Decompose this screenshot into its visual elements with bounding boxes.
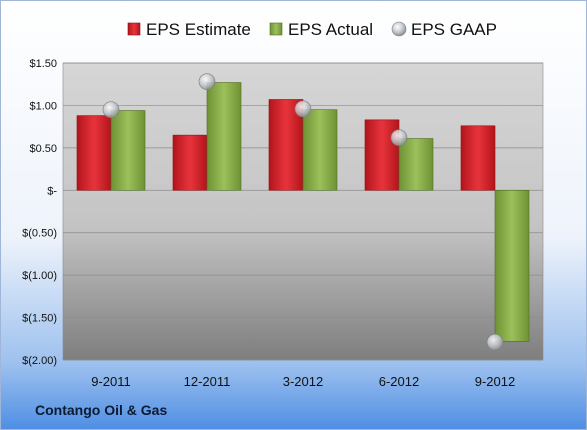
legend: EPS Estimate EPS Actual EPS GAAP	[127, 20, 497, 39]
marker-eps-gaap	[294, 100, 312, 118]
bar-eps-actual	[302, 109, 338, 191]
gridlines	[63, 62, 543, 361]
y-tick-label: $1.00	[29, 100, 57, 112]
marker-eps-gaap	[102, 101, 120, 118]
bar-eps-actual	[206, 82, 242, 191]
x-tick-label: 12-2011	[184, 374, 231, 389]
y-tick-label: $(1.00)	[22, 270, 57, 282]
legend-label: EPS GAAP	[411, 20, 497, 39]
y-tick-label: $(1.50)	[22, 313, 57, 325]
bar-eps-estimate	[268, 99, 304, 191]
bars	[76, 82, 530, 342]
bar-eps-actual	[494, 189, 530, 342]
bar-eps-estimate	[172, 134, 208, 191]
legend-swatch	[391, 21, 407, 37]
bar-eps-actual	[398, 138, 434, 191]
marker-eps-gaap	[198, 73, 216, 90]
gaap-markers	[102, 73, 504, 351]
bar-eps-estimate	[460, 125, 496, 191]
bar-eps-actual	[110, 110, 146, 191]
marker-eps-gaap	[486, 333, 504, 351]
legend-label: EPS Actual	[288, 20, 373, 39]
marker-eps-gaap	[390, 129, 408, 146]
legend-swatch	[127, 22, 141, 36]
x-tick-label: 6-2012	[379, 374, 419, 389]
y-tick-label: $(0.50)	[22, 228, 57, 240]
x-tick-label: 9-2012	[475, 374, 515, 389]
legend-label: EPS Estimate	[146, 20, 251, 39]
y-tick-label: $0.50	[29, 143, 57, 155]
bar-eps-estimate	[364, 119, 400, 191]
company-label: Contango Oil & Gas	[35, 402, 168, 418]
y-tick-label: $-	[47, 185, 57, 197]
x-axis: 9-2011 12-2011 3-2012 6-2012 9-2012	[91, 374, 515, 389]
y-tick-label: $(2.00)	[22, 355, 57, 367]
y-tick-label: $1.50	[29, 58, 57, 70]
bar-eps-estimate	[76, 115, 112, 191]
x-tick-label: 9-2011	[91, 374, 131, 389]
y-axis: $1.50 $1.00 $0.50 $- $(0.50) $(1.00) $(1.50) $(…	[22, 58, 57, 367]
x-tick-label: 3-2012	[283, 374, 323, 389]
legend-swatch	[269, 22, 283, 36]
